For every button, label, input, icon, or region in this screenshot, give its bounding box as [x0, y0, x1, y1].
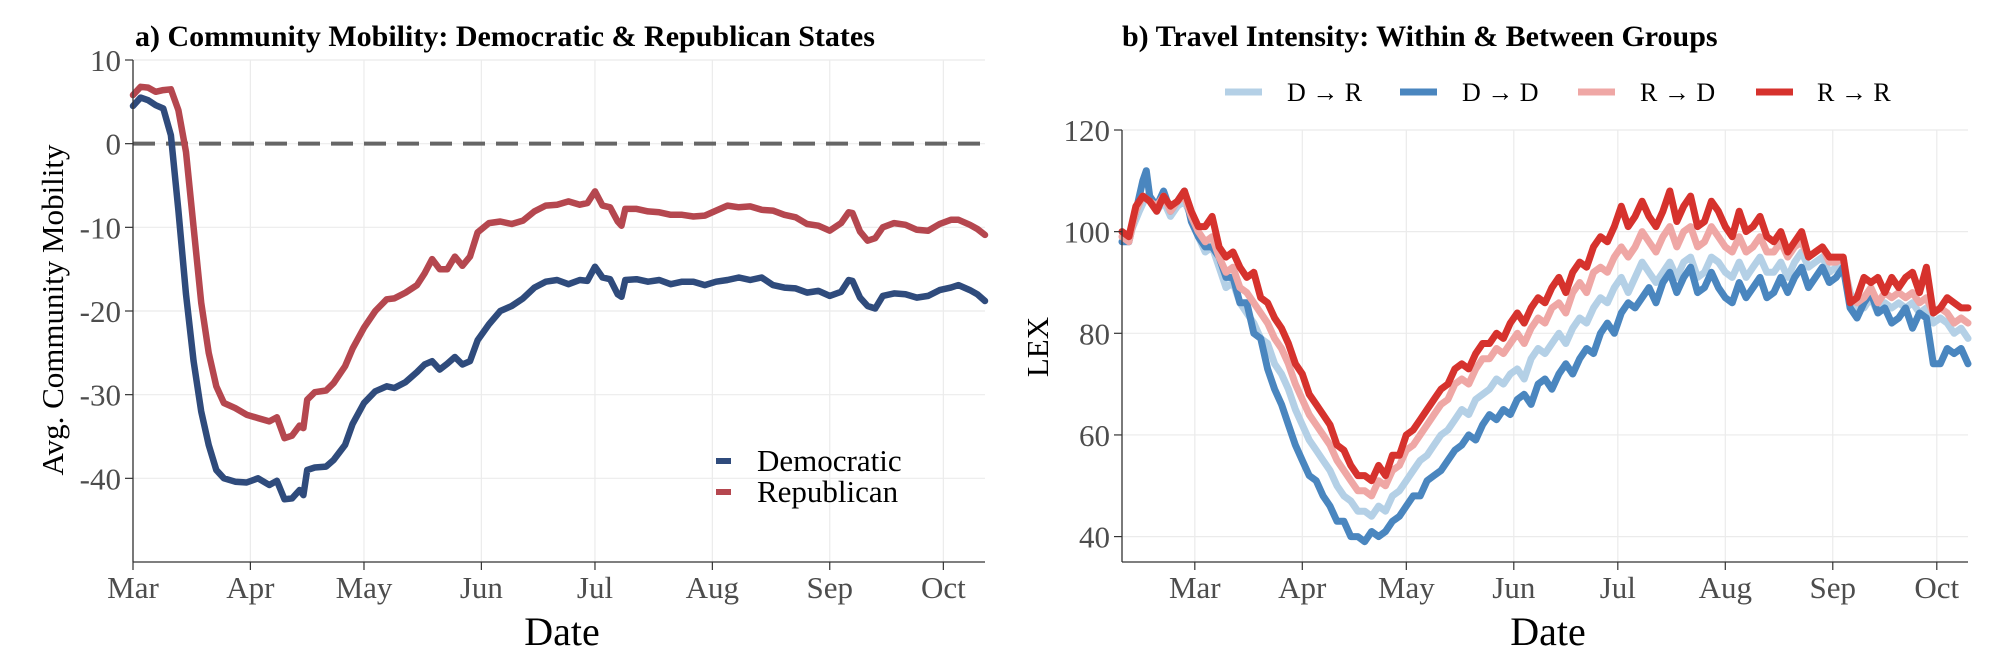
- x-tick-label-aug: Aug: [686, 570, 739, 605]
- panel-b-title: b) Travel Intensity: Within & Between Gr…: [1122, 20, 1718, 53]
- y-tick-label: -20: [80, 294, 121, 329]
- panel-a-x-axis-title: Date: [524, 609, 600, 654]
- y-tick-label: -30: [80, 378, 121, 413]
- panel-b-x-ticks: Mar Apr May Jun Jul Aug Sep Oct: [1169, 562, 1960, 605]
- panel-a-series: [129, 83, 989, 503]
- panel-a-title: a) Community Mobility: Democratic & Repu…: [135, 20, 875, 53]
- x-tick-label-apr: Apr: [1278, 570, 1327, 605]
- x-tick-label-jun: Jun: [460, 570, 504, 605]
- y-tick-label: 120: [1064, 113, 1111, 148]
- panel-b-travel-intensity: b) Travel Intensity: Within & Between Gr…: [1020, 20, 1972, 654]
- legend-label-d-to-d: D → D: [1462, 78, 1539, 107]
- x-tick-label-jul: Jul: [577, 570, 613, 605]
- x-tick-label-oct: Oct: [1914, 570, 1959, 605]
- panel-b-y-axis-title: LEX: [1020, 317, 1055, 377]
- x-tick-label-may: May: [1378, 570, 1435, 605]
- x-tick-label-jul: Jul: [1600, 570, 1636, 605]
- legend-label-republican: Republican: [757, 474, 899, 509]
- x-tick-label-mar: Mar: [1169, 570, 1221, 605]
- x-tick-label-may: May: [336, 570, 393, 605]
- panel-b-series: [1118, 167, 1972, 546]
- y-tick-label: 40: [1079, 520, 1110, 555]
- x-tick-label-sep: Sep: [1810, 570, 1857, 605]
- series-line-d-to-r: [1118, 192, 1972, 520]
- series-line-d-to-d: [1118, 167, 1972, 546]
- series-line-r-to-r: [1118, 187, 1972, 485]
- panel-b-x-axis-title: Date: [1510, 609, 1586, 654]
- series-line-republican: [129, 83, 989, 442]
- panel-b-gridlines: [1122, 129, 1968, 562]
- panel-a-legend: Democratic Republican: [716, 443, 902, 509]
- legend-label-r-to-r: R → R: [1817, 78, 1891, 107]
- x-tick-label-jun: Jun: [1492, 570, 1536, 605]
- y-tick-label: 80: [1079, 316, 1110, 351]
- y-tick-label: 0: [106, 127, 122, 162]
- legend-label-r-to-d: R → D: [1640, 78, 1715, 107]
- panel-a-x-ticks: Mar Apr May Jun Jul Aug Sep Oct: [107, 562, 966, 605]
- panel-a-y-ticks: 10 0 -10 -20 -30 -40: [80, 43, 133, 496]
- panel-a-community-mobility: a) Community Mobility: Democratic & Repu…: [35, 20, 989, 654]
- x-tick-label-aug: Aug: [1699, 570, 1752, 605]
- legend-label-democratic: Democratic: [757, 443, 902, 478]
- x-tick-label-sep: Sep: [806, 570, 853, 605]
- x-tick-label-apr: Apr: [226, 570, 275, 605]
- legend-label-d-to-r: D → R: [1287, 78, 1363, 107]
- panel-b-y-ticks: 120 100 80 60 40: [1064, 113, 1122, 555]
- y-tick-label: 10: [90, 43, 121, 78]
- y-tick-label: -40: [80, 461, 121, 496]
- y-tick-label: 60: [1079, 418, 1110, 453]
- series-line-democratic: [129, 94, 989, 503]
- series-line-r-to-d: [1118, 192, 1972, 500]
- x-tick-label-oct: Oct: [921, 570, 966, 605]
- panel-b-legend: D → R D → D R → D R → R: [1225, 78, 1891, 107]
- x-tick-label-mar: Mar: [107, 570, 159, 605]
- y-tick-label: 100: [1064, 215, 1111, 250]
- panel-a-y-axis-title: Avg. Community Mobility: [35, 144, 70, 475]
- y-tick-label: -10: [80, 210, 121, 245]
